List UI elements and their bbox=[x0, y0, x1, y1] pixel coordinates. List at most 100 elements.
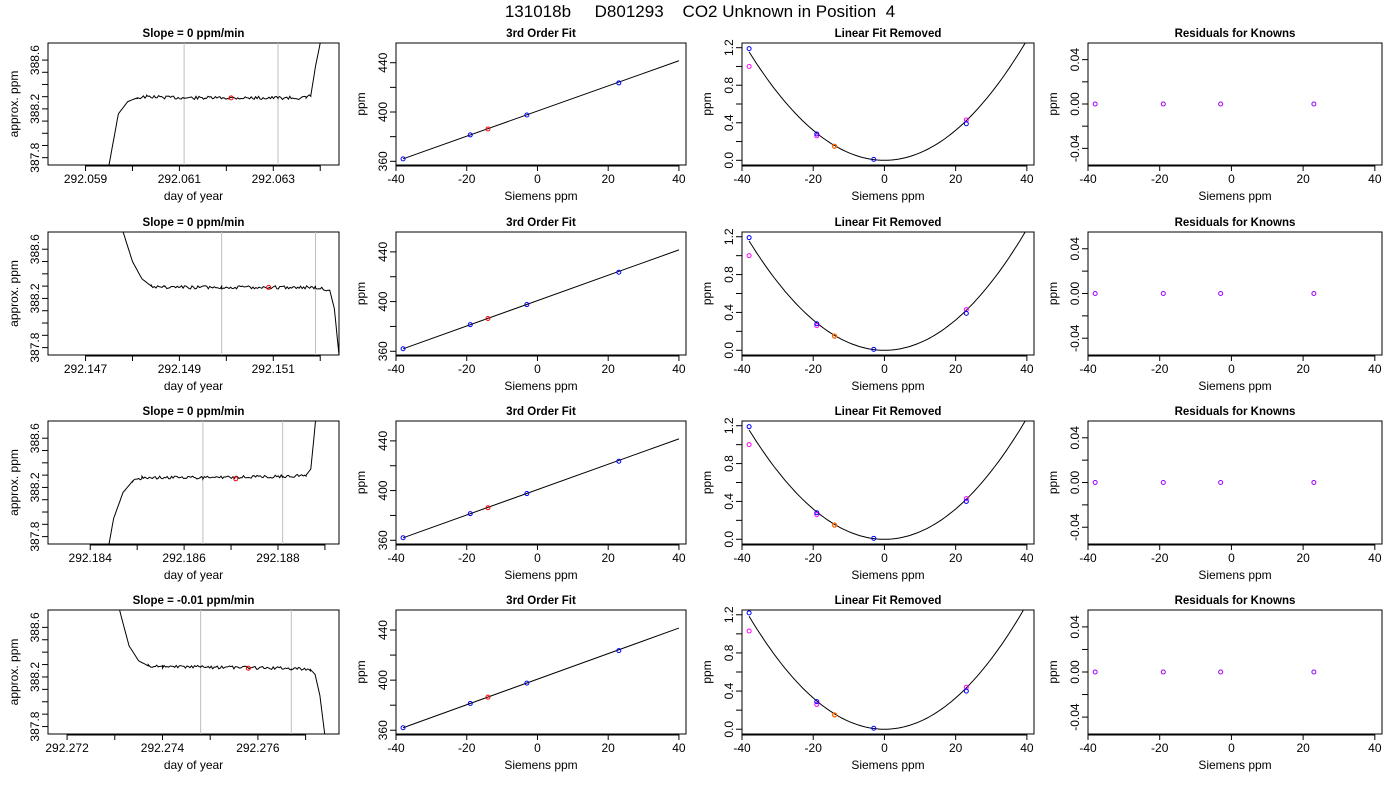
residual-point bbox=[1311, 669, 1317, 675]
known-point bbox=[616, 269, 622, 275]
panel-4-resid: Residuals for Knowns -40 -20 0 20 40 Siemens p… bbox=[1046, 595, 1383, 772]
known-point bbox=[524, 112, 530, 118]
unknown-point bbox=[485, 315, 491, 321]
panel-title: Linear Fit Removed bbox=[835, 406, 942, 418]
y-axis-label: approx. ppm bbox=[7, 639, 21, 706]
x-tick-label: -20 bbox=[458, 741, 476, 755]
y-tick-label: 400 bbox=[376, 480, 390, 500]
x-tick-label: 0 bbox=[881, 362, 888, 376]
y-tick-label: 387.8 bbox=[28, 521, 42, 551]
y-tick-label: 400 bbox=[376, 102, 390, 122]
known-point bbox=[814, 131, 820, 137]
known-point bbox=[871, 535, 877, 541]
x-axis-label: day of year bbox=[164, 758, 223, 772]
plot-frame bbox=[395, 231, 687, 356]
known-point bbox=[963, 498, 969, 504]
panel-4-linear: Linear Fit Removed -40 -20 0 20 40 Siemens ppm… bbox=[700, 595, 1035, 772]
x-tick-label: 292.276 bbox=[236, 741, 280, 755]
plot-frame bbox=[1087, 42, 1383, 166]
x-tick-label: 20 bbox=[602, 551, 616, 565]
panel-title: 3rd Order Fit bbox=[506, 406, 576, 418]
residual-point bbox=[1092, 669, 1098, 675]
x-tick-label: 40 bbox=[1368, 362, 1382, 376]
unknown-point bbox=[831, 522, 838, 528]
x-tick-label: 0 bbox=[1228, 741, 1235, 755]
x-tick-label: 40 bbox=[672, 362, 686, 376]
panel-title: Slope = -0.01 ppm/min bbox=[133, 595, 255, 607]
known-point bbox=[467, 132, 473, 138]
residual-point bbox=[1311, 480, 1317, 485]
x-axis-label: Siemens ppm bbox=[851, 568, 924, 582]
unknown-mean-marker bbox=[266, 284, 272, 290]
y-tick-label: 388.6 bbox=[28, 45, 42, 75]
x-tick-label: -40 bbox=[1079, 172, 1097, 186]
residual-point bbox=[1160, 101, 1166, 107]
panel-2-fit: 3rd Order Fit -40 -20 0 20 40 Siemens ppm 360 40… bbox=[354, 217, 687, 393]
x-tick-label: -40 bbox=[387, 551, 405, 565]
known-point bbox=[871, 156, 877, 162]
x-tick-label: 0 bbox=[881, 172, 888, 186]
concentration-trace bbox=[119, 610, 326, 734]
y-tick-label: 388.6 bbox=[28, 234, 42, 264]
y-axis-label: ppm bbox=[354, 92, 368, 115]
x-tick-label: 20 bbox=[1296, 551, 1310, 565]
unknown-mean-marker bbox=[228, 95, 234, 101]
panel-4-fit: 3rd Order Fit -40 -20 0 20 40 Siemens ppm 360 40… bbox=[354, 595, 687, 772]
y-tick-label: 0.00 bbox=[1068, 281, 1082, 305]
known-point bbox=[400, 725, 406, 731]
figure-title: 131018b D801293 CO2 Unknown in Position … bbox=[504, 2, 896, 21]
residual-curve bbox=[748, 232, 1026, 351]
y-tick-label: 0.0 bbox=[722, 721, 736, 738]
plot-area bbox=[746, 232, 1026, 352]
x-tick-label: 0 bbox=[534, 362, 541, 376]
x-tick-label: 40 bbox=[1020, 172, 1034, 186]
concentration-trace bbox=[108, 43, 321, 165]
panel-2-linear: Linear Fit Removed -40 -20 0 20 40 Siemens ppm… bbox=[700, 217, 1035, 393]
known-point bbox=[746, 46, 752, 52]
x-tick-label: -20 bbox=[458, 172, 476, 186]
plot-area bbox=[400, 60, 680, 162]
panel-2-time: Slope = 0 ppm/min 292.147 292.149 292.151 da… bbox=[7, 217, 340, 393]
known-point bbox=[814, 510, 820, 516]
unknown-point bbox=[831, 143, 838, 149]
residual-curve bbox=[748, 421, 1026, 540]
x-tick-label: 20 bbox=[602, 172, 616, 186]
y-tick-label: 400 bbox=[376, 291, 390, 311]
plot-area bbox=[400, 438, 680, 541]
y-tick-label: 0.00 bbox=[1068, 92, 1082, 116]
panel-title: 3rd Order Fit bbox=[506, 595, 576, 607]
plot-area bbox=[400, 627, 680, 731]
residual-curve bbox=[748, 610, 1025, 730]
known-measured-point bbox=[746, 253, 752, 259]
x-tick-label: 40 bbox=[672, 741, 686, 755]
plot-area bbox=[746, 610, 1025, 731]
panel-2-resid: Residuals for Knowns -40 -20 0 20 40 Siemens p… bbox=[1046, 217, 1383, 393]
unknown-point bbox=[485, 694, 491, 700]
y-tick-label: 1.2 bbox=[722, 39, 736, 56]
y-tick-label: 0.4 bbox=[722, 114, 736, 131]
known-measured-point bbox=[814, 323, 820, 329]
plot-area bbox=[108, 43, 321, 165]
y-tick-label: 0.4 bbox=[722, 493, 736, 510]
plot-area bbox=[1092, 291, 1317, 296]
y-axis-label: approx. ppm bbox=[7, 449, 21, 516]
x-tick-label: 20 bbox=[1296, 172, 1310, 186]
x-tick-label: 20 bbox=[949, 362, 963, 376]
x-tick-label: -20 bbox=[805, 551, 823, 565]
x-axis-label: Siemens ppm bbox=[504, 189, 577, 203]
y-tick-label: 0.8 bbox=[722, 266, 736, 283]
known-point bbox=[616, 648, 622, 654]
y-tick-label: 0.04 bbox=[1068, 615, 1082, 639]
y-tick-label: -0.04 bbox=[1068, 134, 1082, 162]
known-point bbox=[524, 302, 530, 308]
x-tick-label: 20 bbox=[602, 741, 616, 755]
x-axis-label: day of year bbox=[164, 379, 223, 393]
y-tick-label: 0.8 bbox=[722, 77, 736, 94]
x-tick-label: 40 bbox=[1020, 551, 1034, 565]
x-axis-label: Siemens ppm bbox=[851, 758, 924, 772]
y-tick-label: 388.2 bbox=[28, 472, 42, 502]
plot-frame bbox=[47, 42, 340, 166]
x-axis-label: Siemens ppm bbox=[1198, 189, 1271, 203]
plot-frame bbox=[741, 420, 1035, 545]
